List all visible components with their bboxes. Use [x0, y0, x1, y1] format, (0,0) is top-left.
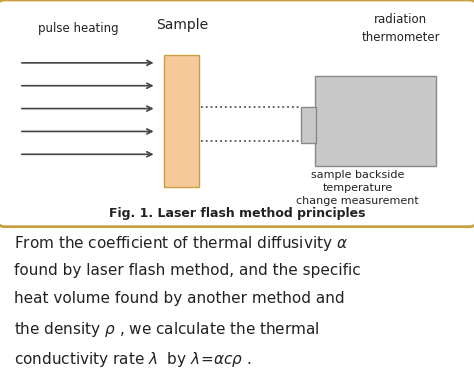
Text: From the coefficient of thermal diffusivity $\alpha$: From the coefficient of thermal diffusiv…	[14, 234, 348, 253]
FancyBboxPatch shape	[0, 0, 474, 227]
Text: sample backside
temperature
change measurement: sample backside temperature change measu…	[297, 170, 419, 206]
Text: Sample: Sample	[156, 18, 209, 32]
Text: conductivity rate $\lambda$  by $\lambda\!=\!\alpha c\rho$ .: conductivity rate $\lambda$ by $\lambda\…	[14, 350, 252, 369]
Bar	[315, 76, 436, 166]
Bar	[301, 107, 316, 143]
Text: radiation
thermometer: radiation thermometer	[361, 13, 440, 44]
Text: Fig. 1. Laser flash method principles: Fig. 1. Laser flash method principles	[109, 207, 365, 220]
Text: heat volume found by another method and: heat volume found by another method and	[14, 291, 345, 306]
Text: the density $\rho$ , we calculate the thermal: the density $\rho$ , we calculate the th…	[14, 320, 320, 339]
Text: found by laser flash method, and the specific: found by laser flash method, and the spe…	[14, 263, 361, 278]
Text: pulse heating: pulse heating	[38, 22, 118, 35]
Bar	[164, 55, 199, 187]
